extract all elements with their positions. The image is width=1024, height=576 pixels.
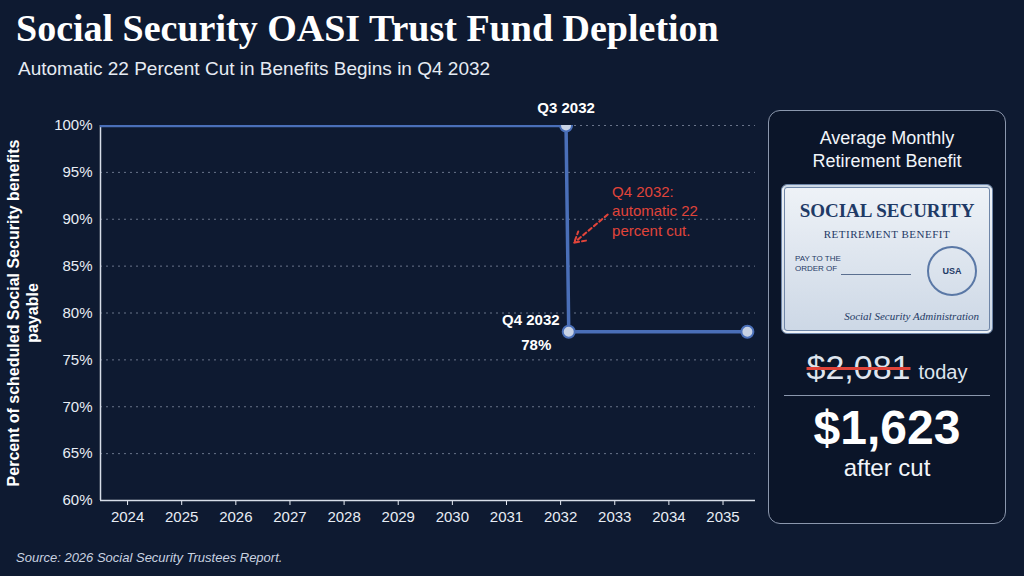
svg-text:2024: 2024 xyxy=(111,508,144,525)
html-text:Automatic 22 Percent Cut in Be: Automatic 22 Percent Cut in Benefits Beg… xyxy=(18,58,491,79)
svg-text:80%: 80% xyxy=(62,304,92,321)
svg-text:2026: 2026 xyxy=(219,508,252,525)
svg-text:2030: 2030 xyxy=(436,508,469,525)
svg-text:78%: 78% xyxy=(521,336,551,353)
html-text:PAY TO THE ORDER OF: PAY TO THE ORDER OF xyxy=(795,254,841,274)
svg-text:65%: 65% xyxy=(62,444,92,461)
svg-text:2031: 2031 xyxy=(490,508,523,525)
html-text:Average Monthly Retirement Ben: Average Monthly Retirement Benefit xyxy=(812,128,962,171)
svg-text:2032: 2032 xyxy=(544,508,577,525)
svg-text:Percent of scheduled Social Se: Percent of scheduled Social Security ben… xyxy=(5,140,41,487)
svg-text:2035: 2035 xyxy=(706,508,739,525)
html-text:$1,623: $1,623 xyxy=(813,401,961,454)
html-text:after cut: after cut xyxy=(843,453,931,481)
svg-text:100%: 100% xyxy=(54,116,92,133)
html-text:USA: USA xyxy=(942,266,962,276)
svg-text:2027: 2027 xyxy=(273,508,306,525)
html-text:Social Security OASI Trust Fun: Social Security OASI Trust Fund Depletio… xyxy=(16,7,719,49)
svg-text:70%: 70% xyxy=(62,398,92,415)
svg-text:85%: 85% xyxy=(62,257,92,274)
svg-text:2029: 2029 xyxy=(382,508,415,525)
svg-text:2028: 2028 xyxy=(327,508,360,525)
svg-text:2025: 2025 xyxy=(165,508,198,525)
svg-text:Q4 2032: Q4 2032 xyxy=(502,311,560,328)
html-text:RETIREMENT BENEFIT: RETIREMENT BENEFIT xyxy=(823,228,951,240)
svg-text:2033: 2033 xyxy=(598,508,631,525)
html-text:Source: 2026 Social Security T: Source: 2026 Social Security Trustees Re… xyxy=(16,550,283,565)
html-text:Social Security Administration: Social Security Administration xyxy=(844,310,979,322)
svg-text:90%: 90% xyxy=(62,210,92,227)
svg-text:60%: 60% xyxy=(62,491,92,508)
html-text:SOCIAL SECURITY: SOCIAL SECURITY xyxy=(799,200,975,221)
svg-text:75%: 75% xyxy=(62,351,92,368)
svg-text:Q3 2032: Q3 2032 xyxy=(537,99,595,116)
svg-text:2034: 2034 xyxy=(652,508,685,525)
html-text:$2,081 today: $2,081 today xyxy=(806,348,968,386)
svg-text:95%: 95% xyxy=(62,163,92,180)
svg-text:Q4 2032:automatic 22percent cu: Q4 2032:automatic 22percent cut. xyxy=(612,183,698,239)
